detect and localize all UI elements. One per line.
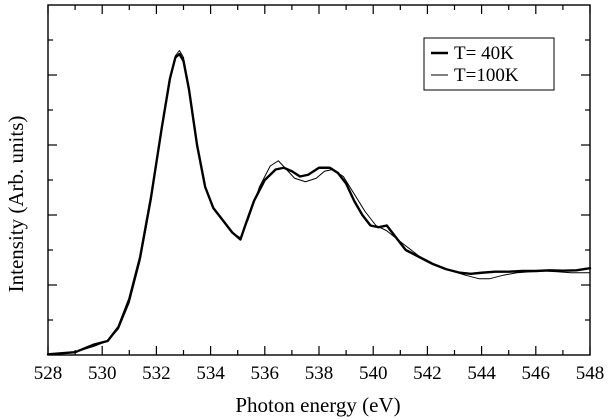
x-tick-label: 544	[467, 363, 496, 384]
x-axis-label: Photon energy (eV)	[235, 393, 400, 417]
legend-label: T= 40K	[454, 43, 514, 64]
x-tick-label: 536	[251, 363, 280, 384]
series-line-thin	[47, 50, 591, 355]
x-tick-label: 542	[413, 363, 442, 384]
x-tick-label: 530	[88, 363, 117, 384]
x-tick-label: 532	[142, 363, 171, 384]
x-tick-label: 528	[34, 363, 63, 384]
legend-label: T=100K	[454, 65, 519, 86]
series-line-thick	[46, 52, 592, 356]
x-tick-label: 538	[305, 363, 334, 384]
y-axis-label: Intensity (Arb. units)	[4, 116, 28, 293]
x-tick-label: 534	[196, 363, 225, 384]
x-tick-label: 540	[359, 363, 388, 384]
plot-area: 528 530 532 534 536 538 540 542 544 546 548 T= 40KT…	[34, 4, 605, 384]
x-tick-label: 548	[576, 363, 605, 384]
x-tick-label: 546	[522, 363, 551, 384]
legend-box	[423, 37, 555, 91]
